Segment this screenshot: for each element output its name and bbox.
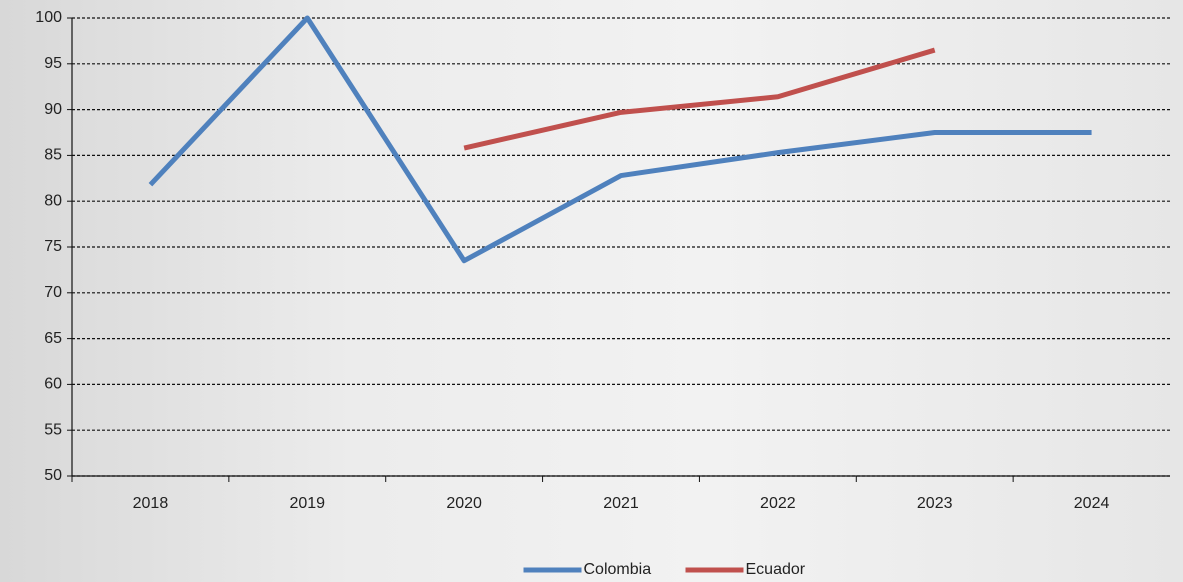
x-tick-label: 2020	[446, 495, 482, 512]
y-tick-label: 80	[44, 192, 62, 209]
x-tick-label: 2022	[760, 495, 796, 512]
y-tick-label: 50	[44, 467, 62, 484]
y-tick-label: 60	[44, 376, 62, 393]
x-tick-label: 2023	[917, 495, 953, 512]
legend-label: Colombia	[584, 561, 652, 578]
legend-label: Ecuador	[746, 561, 806, 578]
y-tick-label: 95	[44, 55, 62, 72]
y-tick-label: 85	[44, 147, 62, 164]
y-tick-label: 90	[44, 101, 62, 118]
x-tick-label: 2019	[289, 495, 325, 512]
x-tick-label: 2018	[133, 495, 169, 512]
y-tick-label: 55	[44, 421, 62, 438]
series-line	[148, 15, 1092, 264]
y-tick-label: 70	[44, 284, 62, 301]
y-tick-label: 100	[35, 9, 62, 26]
y-tick-label: 75	[44, 238, 62, 255]
series-line	[463, 47, 936, 151]
y-tick-label: 65	[44, 330, 62, 347]
x-tick-label: 2024	[1074, 495, 1110, 512]
x-tick-label: 2021	[603, 495, 639, 512]
